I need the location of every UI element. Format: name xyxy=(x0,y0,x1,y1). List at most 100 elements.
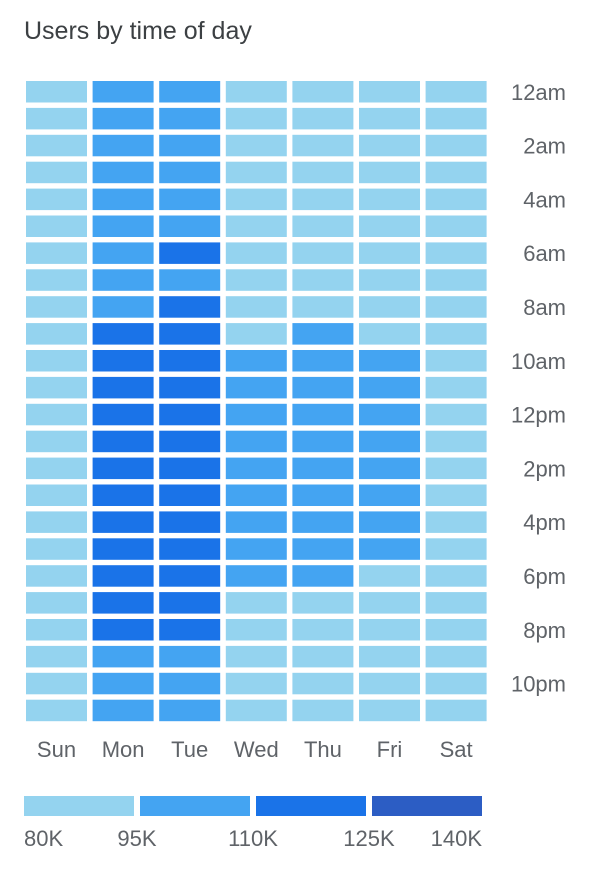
heatmap-cell-tue-8pm[interactable] xyxy=(159,619,221,641)
heatmap-cell-fri-7am[interactable] xyxy=(359,269,420,291)
heatmap-cell-sat-10am[interactable] xyxy=(425,350,487,372)
heatmap-cell-fri-10pm[interactable] xyxy=(359,672,420,695)
heatmap-cell-sat-10pm[interactable] xyxy=(425,672,487,695)
heatmap-cell-mon-7pm[interactable] xyxy=(92,592,154,614)
heatmap-cell-wed-1am[interactable] xyxy=(225,107,287,130)
heatmap-cell-fri-12pm[interactable] xyxy=(359,403,420,426)
heatmap-cell-sun-4pm[interactable] xyxy=(26,511,87,533)
heatmap-cell-tue-12am[interactable] xyxy=(159,81,221,103)
heatmap-cell-sat-7am[interactable] xyxy=(425,269,487,291)
heatmap-cell-wed-3am[interactable] xyxy=(225,161,287,184)
heatmap-cell-tue-7am[interactable] xyxy=(159,269,221,291)
heatmap-cell-tue-2am[interactable] xyxy=(159,134,221,157)
heatmap-cell-wed-9am[interactable] xyxy=(225,323,287,345)
heatmap-cell-sun-1pm[interactable] xyxy=(26,430,87,453)
heatmap-cell-sat-12pm[interactable] xyxy=(425,403,487,426)
heatmap-cell-mon-2pm[interactable] xyxy=(92,457,154,480)
heatmap-cell-sun-3pm[interactable] xyxy=(26,484,87,507)
heatmap-cell-mon-11am[interactable] xyxy=(92,376,154,399)
heatmap-cell-sat-7pm[interactable] xyxy=(425,592,487,614)
heatmap-cell-tue-10pm[interactable] xyxy=(159,672,221,695)
heatmap-cell-mon-8pm[interactable] xyxy=(92,619,154,641)
heatmap-cell-thu-4am[interactable] xyxy=(292,188,354,211)
heatmap-cell-fri-9am[interactable] xyxy=(359,323,420,345)
heatmap-cell-wed-2am[interactable] xyxy=(225,134,287,157)
heatmap-cell-sun-2pm[interactable] xyxy=(26,457,87,480)
heatmap-cell-sun-9am[interactable] xyxy=(26,323,87,345)
heatmap-cell-thu-7pm[interactable] xyxy=(292,592,354,614)
heatmap-cell-mon-6am[interactable] xyxy=(92,242,154,264)
heatmap-cell-wed-7pm[interactable] xyxy=(225,592,287,614)
heatmap-cell-fri-4pm[interactable] xyxy=(359,511,420,533)
heatmap-cell-wed-6pm[interactable] xyxy=(225,565,287,587)
heatmap-cell-fri-1pm[interactable] xyxy=(359,430,420,453)
heatmap-cell-thu-9pm[interactable] xyxy=(292,645,354,668)
heatmap-cell-thu-7am[interactable] xyxy=(292,269,354,291)
heatmap-cell-sat-4pm[interactable] xyxy=(425,511,487,533)
heatmap-cell-mon-10pm[interactable] xyxy=(92,672,154,695)
heatmap-cell-sat-9pm[interactable] xyxy=(425,645,487,668)
heatmap-cell-fri-5pm[interactable] xyxy=(359,538,420,560)
heatmap-cell-tue-9pm[interactable] xyxy=(159,645,221,668)
heatmap-cell-wed-5am[interactable] xyxy=(225,215,287,238)
heatmap-cell-tue-4pm[interactable] xyxy=(159,511,221,533)
heatmap-cell-tue-11pm[interactable] xyxy=(159,699,221,722)
heatmap-cell-fri-12am[interactable] xyxy=(359,81,420,103)
heatmap-cell-sun-8am[interactable] xyxy=(26,296,87,318)
heatmap-cell-sat-9am[interactable] xyxy=(425,323,487,345)
heatmap-cell-fri-11am[interactable] xyxy=(359,376,420,399)
heatmap-cell-sat-8pm[interactable] xyxy=(425,619,487,641)
heatmap-cell-mon-2am[interactable] xyxy=(92,134,154,157)
heatmap-cell-tue-3am[interactable] xyxy=(159,161,221,184)
heatmap-cell-sat-8am[interactable] xyxy=(425,296,487,318)
heatmap-cell-tue-6pm[interactable] xyxy=(159,565,221,587)
heatmap-cell-sat-2pm[interactable] xyxy=(425,457,487,480)
heatmap-cell-sun-2am[interactable] xyxy=(26,134,87,157)
heatmap-cell-thu-8am[interactable] xyxy=(292,296,354,318)
heatmap-cell-tue-2pm[interactable] xyxy=(159,457,221,480)
heatmap-cell-fri-2pm[interactable] xyxy=(359,457,420,480)
heatmap-cell-wed-2pm[interactable] xyxy=(225,457,287,480)
heatmap-cell-thu-3am[interactable] xyxy=(292,161,354,184)
heatmap-cell-sun-7am[interactable] xyxy=(26,269,87,291)
heatmap-cell-sat-11am[interactable] xyxy=(425,376,487,399)
heatmap-cell-thu-8pm[interactable] xyxy=(292,619,354,641)
heatmap-cell-thu-1pm[interactable] xyxy=(292,430,354,453)
heatmap-cell-wed-11pm[interactable] xyxy=(225,699,287,722)
heatmap-cell-fri-11pm[interactable] xyxy=(359,699,420,722)
heatmap-cell-tue-4am[interactable] xyxy=(159,188,221,211)
heatmap-cell-tue-1am[interactable] xyxy=(159,107,221,130)
heatmap-cell-mon-10am[interactable] xyxy=(92,350,154,372)
heatmap-cell-sat-5am[interactable] xyxy=(425,215,487,238)
heatmap-cell-tue-8am[interactable] xyxy=(159,296,221,318)
heatmap-cell-sat-4am[interactable] xyxy=(425,188,487,211)
heatmap-cell-tue-5am[interactable] xyxy=(159,215,221,238)
heatmap-cell-fri-3pm[interactable] xyxy=(359,484,420,507)
heatmap-cell-wed-7am[interactable] xyxy=(225,269,287,291)
heatmap-cell-fri-8am[interactable] xyxy=(359,296,420,318)
heatmap-cell-tue-12pm[interactable] xyxy=(159,403,221,426)
heatmap-cell-sat-3am[interactable] xyxy=(425,161,487,184)
heatmap-cell-sun-1am[interactable] xyxy=(26,107,87,130)
heatmap-cell-sun-5am[interactable] xyxy=(26,215,87,238)
heatmap-cell-mon-1am[interactable] xyxy=(92,107,154,130)
heatmap-cell-wed-3pm[interactable] xyxy=(225,484,287,507)
heatmap-cell-sun-6pm[interactable] xyxy=(26,565,87,587)
heatmap-cell-fri-9pm[interactable] xyxy=(359,645,420,668)
heatmap-cell-sun-6am[interactable] xyxy=(26,242,87,264)
heatmap-cell-fri-1am[interactable] xyxy=(359,107,420,130)
heatmap-cell-wed-9pm[interactable] xyxy=(225,645,287,668)
heatmap-cell-sat-1am[interactable] xyxy=(425,107,487,130)
heatmap-cell-thu-11pm[interactable] xyxy=(292,699,354,722)
heatmap-cell-sun-12am[interactable] xyxy=(26,81,87,103)
heatmap-cell-sun-5pm[interactable] xyxy=(26,538,87,560)
heatmap-cell-sat-12am[interactable] xyxy=(425,81,487,103)
heatmap-cell-sun-9pm[interactable] xyxy=(26,645,87,668)
heatmap-cell-wed-4am[interactable] xyxy=(225,188,287,211)
heatmap-cell-wed-8am[interactable] xyxy=(225,296,287,318)
heatmap-cell-thu-2am[interactable] xyxy=(292,134,354,157)
heatmap-cell-thu-11am[interactable] xyxy=(292,376,354,399)
heatmap-cell-thu-5pm[interactable] xyxy=(292,538,354,560)
heatmap-cell-wed-10pm[interactable] xyxy=(225,672,287,695)
heatmap-cell-thu-3pm[interactable] xyxy=(292,484,354,507)
